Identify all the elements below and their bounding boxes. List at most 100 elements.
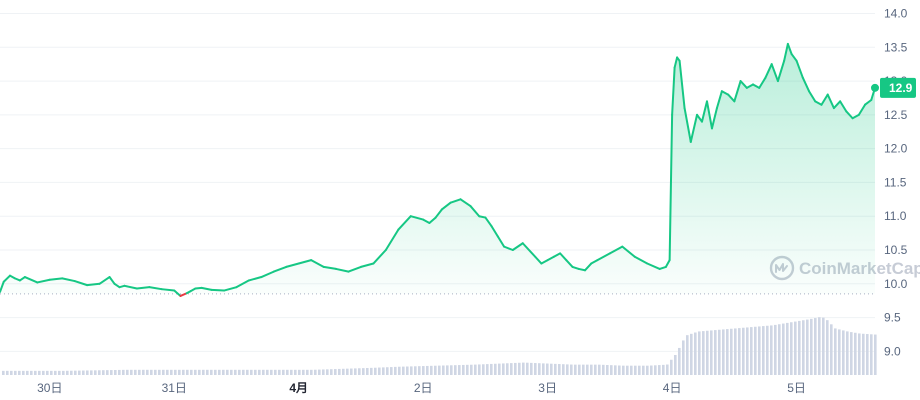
- price-line-segment: [705, 100, 713, 130]
- volume-bar: [142, 369, 145, 375]
- price-line-segment: [297, 259, 313, 265]
- volume-bar: [182, 369, 185, 375]
- volume-bar: [502, 363, 505, 375]
- price-line-segment: [621, 245, 636, 258]
- volume-bar: [694, 332, 697, 375]
- volume-bar: [170, 369, 173, 375]
- volume-bar: [110, 370, 113, 375]
- price-line-segment: [160, 288, 176, 292]
- price-line-segment: [851, 113, 860, 120]
- y-tick-label: 12.0: [884, 142, 908, 156]
- price-line-segment: [434, 208, 443, 219]
- volume-bar: [598, 364, 601, 375]
- price-line-segment: [633, 255, 649, 265]
- volume-bar: [266, 369, 269, 375]
- volume-bar: [786, 322, 789, 375]
- price-line-segment: [173, 289, 182, 297]
- volume-bar: [790, 322, 793, 375]
- volume-bar: [538, 363, 541, 375]
- volume-bar: [558, 364, 561, 375]
- volume-bar: [814, 318, 817, 375]
- volume-bar: [822, 317, 825, 375]
- volume-bar: [306, 369, 309, 375]
- price-line-segment: [235, 279, 250, 289]
- price-line-segment: [820, 93, 829, 106]
- volume-bar: [114, 369, 117, 375]
- current-price-tag: 12.9: [871, 77, 916, 98]
- price-line-segment: [745, 83, 755, 89]
- price-line-segment: [826, 93, 835, 110]
- volume-bar: [466, 364, 469, 375]
- price-line-segment: [683, 107, 692, 143]
- price-line-segment: [123, 284, 138, 290]
- volume-bar: [478, 364, 481, 375]
- volume-bar: [234, 369, 237, 375]
- price-line-segment: [347, 265, 362, 273]
- volume-bar: [678, 347, 681, 375]
- volume-bar: [146, 369, 149, 375]
- volume-bar: [42, 370, 45, 375]
- volume-bar: [526, 362, 529, 375]
- volume-bar: [354, 368, 357, 375]
- volume-bar: [226, 369, 229, 375]
- y-tick-label: 9.0: [884, 344, 901, 358]
- volume-bar: [246, 369, 249, 375]
- volume-bar: [726, 329, 729, 375]
- x-tick-label: 4月: [289, 381, 308, 395]
- volume-bar: [78, 370, 81, 375]
- volume-bar: [758, 326, 761, 375]
- volume-bar: [346, 368, 349, 375]
- volume-bar: [622, 365, 625, 375]
- volume-bar: [746, 327, 749, 375]
- price-line-segment: [247, 276, 263, 282]
- price-line-segment: [322, 265, 338, 270]
- price-line-segment: [511, 242, 524, 251]
- price-line-segment: [715, 90, 723, 110]
- volume-bar: [866, 334, 869, 375]
- volume-bar: [134, 369, 137, 375]
- volume-bar: [850, 332, 853, 375]
- volume-bar: [630, 365, 633, 375]
- volume-bar: [94, 370, 97, 375]
- volume-bar: [322, 369, 325, 375]
- volume-bar: [518, 362, 521, 375]
- price-line-segment: [814, 100, 823, 106]
- price-line-segment: [733, 80, 742, 103]
- price-line-segment: [646, 262, 661, 270]
- volume-bar: [54, 370, 57, 375]
- volume-bars: [2, 317, 877, 375]
- price-line-segment: [590, 259, 599, 265]
- price-line-segment: [668, 113, 674, 262]
- price-line-segment: [86, 282, 101, 287]
- volume-bar: [490, 363, 493, 375]
- volume-bar: [534, 363, 537, 375]
- volume-bar: [858, 333, 861, 375]
- volume-bar: [18, 370, 21, 375]
- volume-bar: [106, 370, 109, 375]
- price-line-segment: [459, 198, 472, 208]
- volume-bar: [482, 364, 485, 375]
- volume-bar: [618, 365, 621, 375]
- volume-bar: [398, 366, 401, 375]
- volume-bar: [470, 364, 473, 375]
- volume-bar: [318, 369, 321, 375]
- volume-bar: [2, 370, 5, 375]
- volume-bar: [342, 368, 345, 375]
- price-line-segment: [758, 76, 767, 89]
- volume-bar: [166, 369, 169, 375]
- volume-bar: [86, 370, 89, 375]
- price-line-segment: [36, 278, 51, 284]
- volume-bar: [838, 329, 841, 375]
- volume-bar: [362, 368, 365, 375]
- price-line-segment: [384, 228, 400, 251]
- price-line-segment: [272, 265, 288, 273]
- price-line-segment: [671, 66, 676, 116]
- y-tick-label: 10.5: [884, 243, 908, 257]
- price-line-segment: [449, 198, 462, 204]
- volume-bar: [66, 370, 69, 375]
- x-tick-label: 30日: [37, 381, 62, 395]
- volume-bar: [206, 369, 209, 375]
- volume-bar: [70, 370, 73, 375]
- volume-bar: [686, 335, 689, 375]
